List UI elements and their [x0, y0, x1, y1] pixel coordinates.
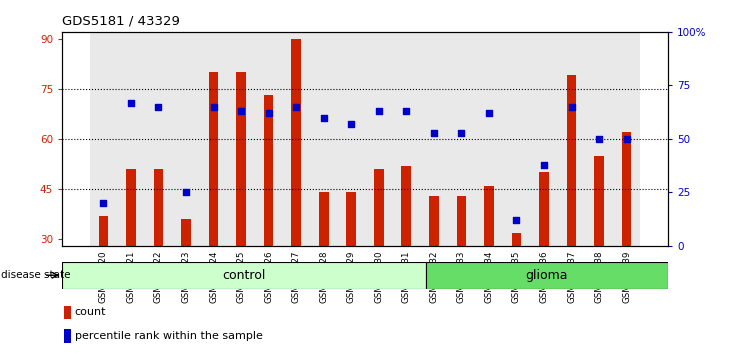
Bar [622, 132, 631, 246]
Bar [512, 233, 521, 246]
Point [566, 104, 577, 110]
Point [401, 108, 412, 114]
Bar [558, 32, 585, 246]
Bar [530, 32, 558, 246]
Bar [594, 156, 604, 246]
Bar [347, 193, 356, 246]
Bar [447, 32, 475, 246]
Point [593, 136, 605, 142]
Bar [255, 32, 283, 246]
Bar [613, 32, 640, 246]
Point [373, 108, 385, 114]
Text: count: count [74, 307, 106, 318]
Bar [172, 32, 200, 246]
Bar [283, 32, 310, 246]
Bar [64, 330, 71, 343]
Bar [209, 72, 218, 246]
Point [180, 190, 192, 195]
Bar [62, 262, 426, 289]
Bar [153, 169, 164, 246]
Bar [585, 32, 613, 246]
Point [291, 104, 302, 110]
Bar [475, 32, 503, 246]
Bar [365, 32, 393, 246]
Text: control: control [222, 269, 266, 282]
Point [153, 104, 164, 110]
Bar [227, 32, 255, 246]
Bar [429, 196, 439, 246]
Bar [539, 172, 549, 246]
Bar [237, 72, 246, 246]
Bar [337, 32, 365, 246]
Bar [291, 39, 301, 246]
Point [345, 121, 357, 127]
Bar [420, 32, 447, 246]
Bar [393, 32, 420, 246]
Point [511, 217, 523, 223]
Bar [200, 32, 227, 246]
Point [456, 130, 467, 135]
Point [538, 162, 550, 167]
Bar [566, 75, 577, 246]
Text: percentile rank within the sample: percentile rank within the sample [74, 331, 262, 341]
Bar [117, 32, 145, 246]
Point [483, 110, 495, 116]
Bar [402, 166, 411, 246]
Bar [90, 32, 117, 246]
Bar [126, 169, 136, 246]
Point [428, 130, 439, 135]
Text: GDS5181 / 43329: GDS5181 / 43329 [62, 14, 180, 27]
Point [125, 100, 137, 105]
Bar [145, 32, 172, 246]
Bar [456, 196, 466, 246]
Text: glioma: glioma [526, 269, 568, 282]
Text: disease state: disease state [1, 270, 70, 280]
Point [98, 200, 110, 206]
Bar [503, 32, 530, 246]
Bar [99, 216, 108, 246]
Bar [426, 262, 668, 289]
Point [235, 108, 247, 114]
Bar [484, 186, 493, 246]
Point [208, 104, 220, 110]
Bar [310, 32, 337, 246]
Bar [374, 169, 383, 246]
Bar [181, 219, 191, 246]
Bar [264, 96, 274, 246]
Point [263, 110, 274, 116]
Bar [64, 306, 71, 319]
Bar [319, 193, 328, 246]
Point [620, 136, 632, 142]
Point [318, 115, 329, 120]
